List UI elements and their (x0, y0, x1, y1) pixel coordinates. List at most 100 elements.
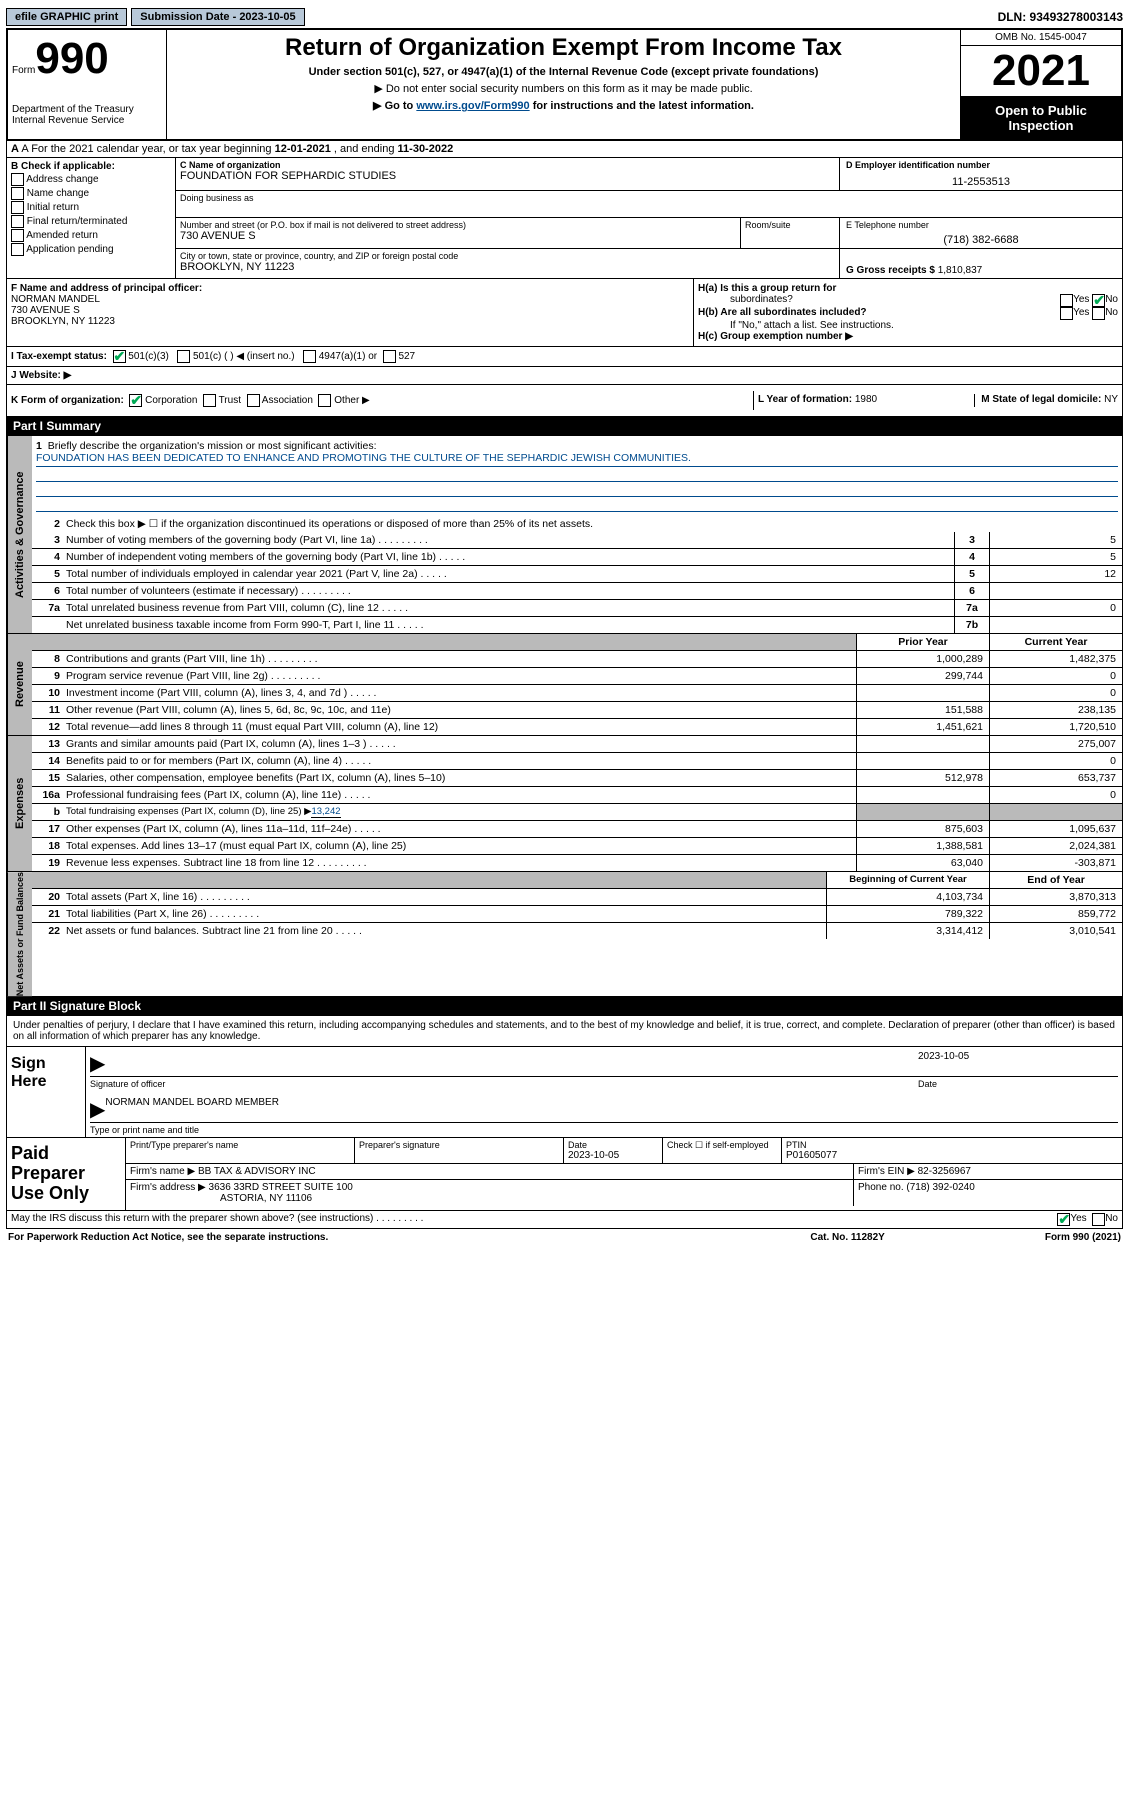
opt-corp: Corporation (145, 395, 197, 406)
cb-hb-no[interactable] (1092, 307, 1105, 320)
perjury-declaration: Under penalties of perjury, I declare th… (7, 1016, 1122, 1046)
cb-ha-no[interactable] (1092, 294, 1105, 307)
vtab-revenue: Revenue (7, 634, 32, 735)
form-note-ssn: ▶ Do not enter social security numbers o… (171, 82, 956, 95)
cb-4947[interactable] (303, 350, 316, 363)
firm-phone-label: Phone no. (858, 1182, 906, 1193)
l5-value: 12 (989, 566, 1122, 582)
lbl-amended-return: Amended return (26, 230, 98, 241)
l13-curr: 275,007 (989, 736, 1122, 752)
cb-initial-return[interactable] (11, 201, 24, 214)
dln-label: DLN: 93493278003143 (998, 10, 1123, 24)
l21-beg: 789,322 (826, 906, 989, 922)
column-b-checkboxes: B Check if applicable: Address change Na… (7, 158, 176, 278)
officer-printed: NORMAN MANDEL BOARD MEMBER (105, 1097, 279, 1122)
cb-other[interactable] (318, 394, 331, 407)
cb-501c3[interactable] (113, 350, 126, 363)
l22-end: 3,010,541 (989, 923, 1122, 939)
sig-of-label: Signature of officer (90, 1079, 918, 1089)
type-name-label: Type or print name and title (90, 1125, 1118, 1135)
prep-date-label: Date (568, 1140, 658, 1150)
hb-yes: Yes (1073, 307, 1089, 320)
l21-text: Total liabilities (Part X, line 26) (66, 908, 259, 920)
cb-ha-yes[interactable] (1060, 294, 1073, 307)
may-irs-discuss-row: May the IRS discuss this return with the… (6, 1211, 1123, 1229)
cb-name-change[interactable] (11, 187, 24, 200)
prep-date-value: 2023-10-05 (568, 1150, 658, 1161)
cb-assoc[interactable] (247, 394, 260, 407)
cb-address-change[interactable] (11, 173, 24, 186)
l-value: 1980 (855, 394, 877, 405)
org-name: FOUNDATION FOR SEPHARDIC STUDIES (180, 170, 835, 182)
section-expenses: Expenses 13Grants and similar amounts pa… (6, 736, 1123, 872)
vtab-net-assets: Net Assets or Fund Balances (7, 872, 32, 996)
l9-text: Program service revenue (Part VIII, line… (66, 670, 320, 682)
cb-amended-return[interactable] (11, 229, 24, 242)
row-klm: K Form of organization: Corporation Trus… (6, 385, 1123, 417)
open-line2: Inspection (1008, 118, 1073, 133)
cb-527[interactable] (383, 350, 396, 363)
cb-corp[interactable] (129, 394, 142, 407)
may-discuss-text: May the IRS discuss this return with the… (11, 1213, 423, 1224)
l16b-text: Total fundraising expenses (Part IX, col… (66, 806, 311, 817)
city-label: City or town, state or province, country… (180, 251, 835, 261)
cb-hb-yes[interactable] (1060, 307, 1073, 320)
l12-curr: 1,720,510 (989, 719, 1122, 735)
section-governance: Activities & Governance 1 Briefly descri… (6, 436, 1123, 634)
open-to-public: Open to Public Inspection (961, 97, 1121, 139)
opt-501c3: 501(c)(3) (128, 351, 169, 362)
city-value: BROOKLYN, NY 11223 (180, 261, 835, 273)
l8-text: Contributions and grants (Part VIII, lin… (66, 653, 318, 665)
arrow-icon: ▶ (90, 1051, 105, 1076)
firm-name-value: BB TAX & ADVISORY INC (198, 1166, 316, 1177)
col-prior-year: Prior Year (856, 634, 989, 650)
opt-501c: 501(c) ( ) ◀ (insert no.) (193, 351, 295, 362)
header-left: Form990 Department of the Treasury Inter… (8, 30, 167, 139)
top-bar: efile GRAPHIC print Submission Date - 20… (6, 6, 1123, 30)
l17-prior: 875,603 (856, 821, 989, 837)
firm-phone-value: (718) 392-0240 (906, 1182, 974, 1193)
firm-addr2: ASTORIA, NY 11106 (220, 1193, 312, 1204)
paid-preparer-label: Paid Preparer Use Only (7, 1138, 126, 1209)
l10-prior (856, 685, 989, 701)
cb-final-return[interactable] (11, 215, 24, 228)
l7b-value (989, 617, 1122, 633)
l9-prior: 299,744 (856, 668, 989, 684)
irs-link[interactable]: www.irs.gov/Form990 (416, 100, 529, 112)
submission-date-button[interactable]: Submission Date - 2023-10-05 (131, 8, 304, 26)
gross-value: 1,810,837 (938, 265, 983, 276)
l12-text: Total revenue—add lines 8 through 11 (mu… (62, 719, 856, 735)
i-label: I Tax-exempt status: (11, 351, 107, 362)
l21-end: 859,772 (989, 906, 1122, 922)
column-cd: C Name of organization FOUNDATION FOR SE… (176, 158, 1122, 278)
l13-text: Grants and similar amounts paid (Part IX… (66, 738, 396, 750)
cb-501c[interactable] (177, 350, 190, 363)
lbl-initial-return: Initial return (27, 202, 79, 213)
l5-text: Total number of individuals employed in … (66, 568, 447, 580)
row-a-label: A For the 2021 calendar year, or tax yea… (21, 143, 274, 155)
efile-button[interactable]: efile GRAPHIC print (6, 8, 127, 26)
cb-discuss-yes[interactable] (1057, 1213, 1070, 1226)
l17-curr: 1,095,637 (989, 821, 1122, 837)
cb-application-pending[interactable] (11, 243, 24, 256)
line-1-mission: 1 Briefly describe the organization's mi… (32, 436, 1122, 516)
l10-curr: 0 (989, 685, 1122, 701)
section-bcd: B Check if applicable: Address change Na… (6, 158, 1123, 279)
b-title: B Check if applicable: (11, 161, 115, 172)
form-prefix: Form (12, 65, 35, 76)
l20-beg: 4,103,734 (826, 889, 989, 905)
l9-curr: 0 (989, 668, 1122, 684)
lbl-address-change: Address change (26, 174, 98, 185)
opt-527: 527 (398, 351, 415, 362)
cb-discuss-no[interactable] (1092, 1213, 1105, 1226)
l16b-value: 13,242 (311, 806, 340, 818)
lbl-name-change: Name change (27, 188, 89, 199)
row-fh: F Name and address of principal officer:… (6, 279, 1123, 347)
l12-prior: 1,451,621 (856, 719, 989, 735)
section-revenue: Revenue Prior YearCurrent Year 8Contribu… (6, 634, 1123, 736)
cb-trust[interactable] (203, 394, 216, 407)
l14-text: Benefits paid to or for members (Part IX… (66, 755, 371, 767)
l16a-prior (856, 787, 989, 803)
l16a-curr: 0 (989, 787, 1122, 803)
form-subtitle: Under section 501(c), 527, or 4947(a)(1)… (171, 66, 956, 78)
